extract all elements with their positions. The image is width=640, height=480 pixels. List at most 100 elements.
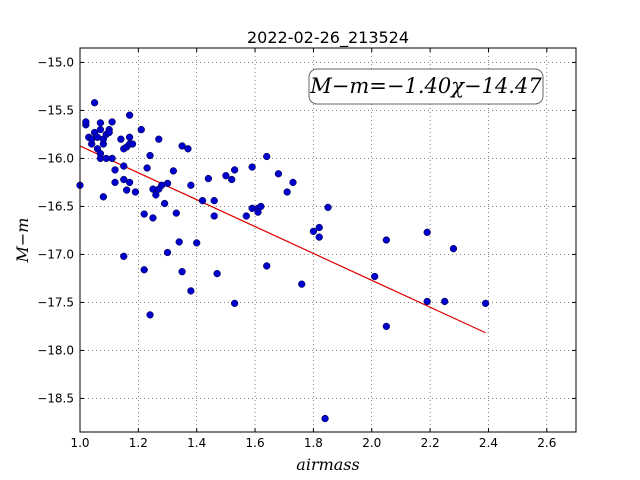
x-tick-label: 1.4 — [187, 436, 206, 450]
data-point — [283, 188, 291, 196]
y-axis-label: M−m — [13, 218, 32, 264]
data-point — [82, 118, 90, 126]
data-point — [178, 268, 186, 276]
data-point — [149, 214, 157, 222]
y-tick-label: −17.5 — [37, 295, 74, 309]
data-point — [193, 239, 201, 247]
x-tick-label: 2.0 — [362, 436, 381, 450]
data-point — [257, 202, 265, 211]
data-point — [140, 210, 148, 218]
data-point — [274, 170, 283, 178]
data-point — [263, 262, 271, 270]
data-point — [289, 178, 297, 187]
data-point — [184, 145, 192, 153]
data-point — [169, 167, 178, 175]
fit-line-group — [79, 145, 486, 334]
data-point — [298, 280, 306, 288]
data-point — [230, 299, 239, 308]
data-point — [120, 175, 128, 184]
y-tick-label: −15.5 — [37, 103, 74, 117]
y-tick-label: −16.5 — [37, 199, 74, 213]
data-point — [371, 272, 379, 281]
y-tick-label: −17.0 — [37, 247, 74, 261]
data-point — [242, 212, 250, 220]
data-point — [163, 248, 172, 257]
data-point — [143, 164, 151, 172]
data-point — [382, 236, 391, 244]
data-point — [105, 128, 113, 137]
plot-area — [80, 48, 576, 432]
data-point — [160, 199, 169, 208]
data-point — [123, 186, 131, 194]
data-point — [222, 172, 230, 180]
x-tick-label: 1.6 — [246, 436, 265, 450]
plot-frame — [79, 47, 577, 433]
data-point — [172, 209, 180, 217]
data-point — [163, 179, 172, 188]
data-point — [125, 111, 134, 119]
x-tick-label: 1.2 — [129, 436, 148, 450]
data-point — [309, 227, 318, 236]
data-point — [315, 223, 323, 232]
data-point — [481, 299, 490, 308]
data-point — [230, 166, 239, 174]
data-point — [108, 154, 116, 163]
x-tick-label: 2.2 — [421, 436, 440, 450]
data-point — [128, 140, 137, 148]
fit-equation: M−m=−1.40χ−14.47 — [309, 74, 542, 98]
data-point — [315, 233, 323, 241]
x-axis-label: airmass — [296, 455, 359, 474]
data-point — [125, 178, 134, 187]
data-point — [96, 119, 105, 127]
data-point — [155, 135, 163, 143]
data-point — [213, 269, 221, 278]
axis-ticks: 1.0 1.2 1.4 1.6 1.8 2.0 2.2 2.4 2.6 −15.0 −15.5 −16… — [37, 48, 576, 450]
data-point — [210, 196, 218, 205]
data-point — [108, 118, 116, 126]
data-point — [321, 414, 329, 423]
data-point — [120, 252, 128, 260]
data-points — [76, 99, 490, 423]
x-tick-label: 2.4 — [479, 436, 498, 450]
data-point — [210, 212, 218, 220]
data-point — [324, 203, 332, 212]
data-point — [146, 151, 154, 160]
data-point — [187, 181, 195, 189]
fit-line — [79, 145, 486, 334]
x-tick-label: 1.0 — [70, 436, 89, 450]
data-point — [90, 99, 99, 107]
data-point — [117, 135, 125, 143]
chart-title: 2022-02-26_213524 — [247, 28, 409, 48]
data-point — [137, 125, 145, 134]
data-point — [111, 166, 119, 174]
annotation-box — [308, 68, 544, 105]
data-point — [423, 297, 431, 306]
y-tick-label: −15.0 — [37, 55, 74, 69]
data-point — [198, 196, 207, 205]
data-point — [382, 322, 391, 331]
data-point — [178, 142, 186, 150]
data-point — [131, 188, 140, 196]
data-point — [204, 174, 213, 183]
data-point — [248, 163, 256, 171]
y-tick-label: −16.0 — [37, 151, 74, 165]
data-point — [187, 287, 195, 295]
data-point — [146, 311, 154, 319]
y-tick-label: −18.5 — [37, 391, 74, 405]
data-point — [254, 208, 262, 216]
data-point — [423, 228, 431, 236]
data-point — [441, 297, 449, 306]
data-point — [96, 125, 105, 134]
data-point — [175, 238, 183, 246]
x-tick-label: 1.8 — [304, 436, 323, 450]
data-point — [152, 191, 160, 199]
data-point — [263, 152, 271, 161]
data-point — [125, 133, 134, 141]
data-point — [140, 266, 148, 274]
data-point — [99, 193, 107, 201]
data-point — [120, 162, 128, 170]
y-tick-label: −18.0 — [37, 343, 74, 357]
fit-annotation: M−m=−1.40χ−14.47 — [308, 68, 544, 105]
data-point — [228, 175, 236, 184]
